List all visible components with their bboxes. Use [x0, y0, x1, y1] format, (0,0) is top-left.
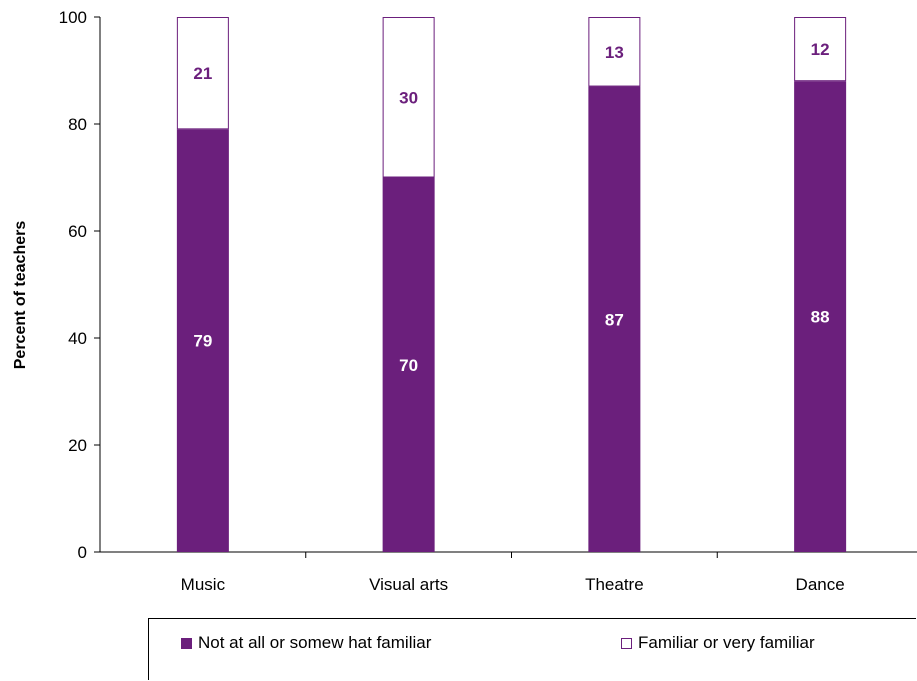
legend: Not at all or somew hat familiar Familia…	[148, 618, 916, 680]
data-label-not-familiar: 70	[399, 356, 418, 375]
x-category-label: Visual arts	[369, 575, 448, 594]
y-tick-label: 60	[68, 222, 87, 241]
legend-label: Not at all or somew hat familiar	[198, 633, 432, 652]
data-label-not-familiar: 88	[811, 308, 830, 327]
x-axis: Music Visual arts Theatre Dance	[100, 551, 917, 594]
y-tick-label: 80	[68, 115, 87, 134]
data-label-not-familiar: 79	[193, 332, 212, 351]
data-label-familiar: 21	[193, 64, 212, 83]
data-label-familiar: 12	[811, 40, 830, 59]
y-tick-label: 40	[68, 329, 87, 348]
bars: 79 21 70 30 87 13 88 12	[176, 17, 847, 553]
bar-familiar	[588, 17, 641, 87]
legend-swatch-purple	[181, 637, 192, 649]
bar-familiar	[794, 17, 847, 82]
data-label-familiar: 30	[399, 88, 418, 107]
legend-label: Familiar or very familiar	[638, 633, 815, 652]
x-category-label: Theatre	[585, 575, 644, 594]
y-tick-label: 100	[59, 8, 87, 27]
y-axis-label: Percent of teachers	[12, 221, 29, 370]
legend-item-not-familiar: Not at all or somew hat familiar	[181, 633, 431, 653]
legend-item-familiar: Familiar or very familiar	[621, 633, 815, 653]
x-category-label: Music	[181, 575, 226, 594]
legend-swatch-white	[621, 637, 632, 649]
y-tick-label: 20	[68, 436, 87, 455]
y-tick-label: 0	[78, 543, 87, 562]
bar-familiar	[176, 17, 229, 130]
bar-not-familiar	[794, 81, 847, 552]
stacked-bar-chart: 0 20 40 60 80 100 Music Visual arts Theatre Danc…	[12, 8, 917, 594]
data-label-not-familiar: 87	[605, 310, 624, 329]
y-axis: 0 20 40 60 80 100	[59, 8, 101, 562]
data-label-familiar: 13	[605, 43, 624, 62]
bar-not-familiar	[588, 86, 641, 553]
bar-familiar	[382, 17, 435, 178]
x-category-label: Dance	[796, 575, 845, 594]
bar-not-familiar	[176, 129, 229, 552]
bar-not-familiar	[382, 177, 435, 552]
